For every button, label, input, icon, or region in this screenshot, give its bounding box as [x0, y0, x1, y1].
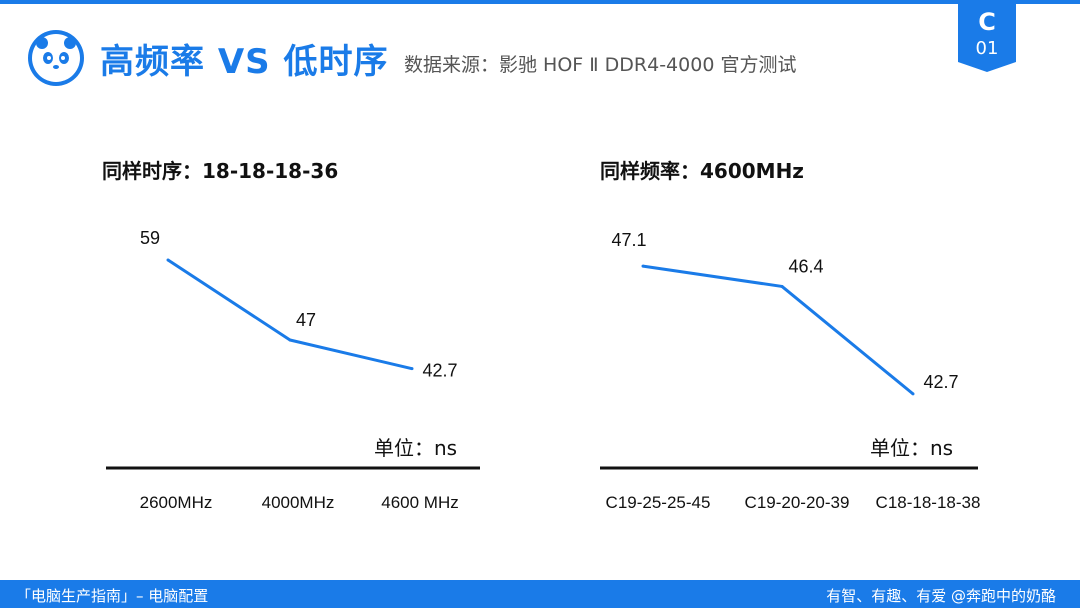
category-tick-label: C18-18-18-38	[876, 493, 981, 512]
series-line	[642, 264, 914, 396]
footer-left-text: 「电脑生产指南」– 电脑配置	[16, 587, 209, 605]
category-tick-label: 4000MHz	[262, 493, 335, 512]
data-label: 47.1	[611, 230, 646, 250]
page-badge-icon	[958, 0, 1016, 72]
data-point	[780, 284, 784, 288]
left-chart-title: 同样时序：18-18-18-36	[102, 159, 339, 183]
data-source-subtitle: 数据来源：影驰 HOF Ⅱ DDR4-4000 官方测试	[404, 54, 797, 76]
panda-logo-icon	[28, 30, 84, 86]
category-tick-label: C19-20-20-39	[745, 493, 850, 512]
badge-number: 01	[975, 38, 999, 59]
page-title: 高频率 VS 低时序	[100, 42, 389, 82]
badge-letter: C	[978, 8, 996, 36]
category-tick-label: 2600MHz	[140, 493, 213, 512]
right-chart-title: 同样频率：4600MHz	[600, 159, 804, 183]
right-unit-label: 单位：ns	[870, 436, 954, 460]
data-label: 59	[140, 228, 160, 248]
top-accent-bar	[0, 0, 1080, 4]
footer-right-text: 有智、有趣、有爱 @奔跑中的奶酪	[826, 587, 1056, 605]
data-label: 47	[296, 310, 316, 330]
data-label: 42.7	[422, 361, 457, 381]
data-label: 46.4	[788, 256, 823, 276]
data-label: 42.7	[923, 372, 958, 392]
category-tick-label: 4600 MHz	[381, 493, 458, 512]
data-point	[641, 264, 645, 268]
left-unit-label: 单位：ns	[374, 436, 458, 460]
data-point	[911, 392, 915, 396]
category-tick-label: C19-25-25-45	[606, 493, 711, 512]
data-point	[166, 258, 170, 262]
footer-bar: 「电脑生产指南」– 电脑配置 有智、有趣、有爱 @奔跑中的奶酪	[0, 580, 1080, 608]
data-point	[288, 338, 292, 342]
data-point	[410, 367, 414, 371]
